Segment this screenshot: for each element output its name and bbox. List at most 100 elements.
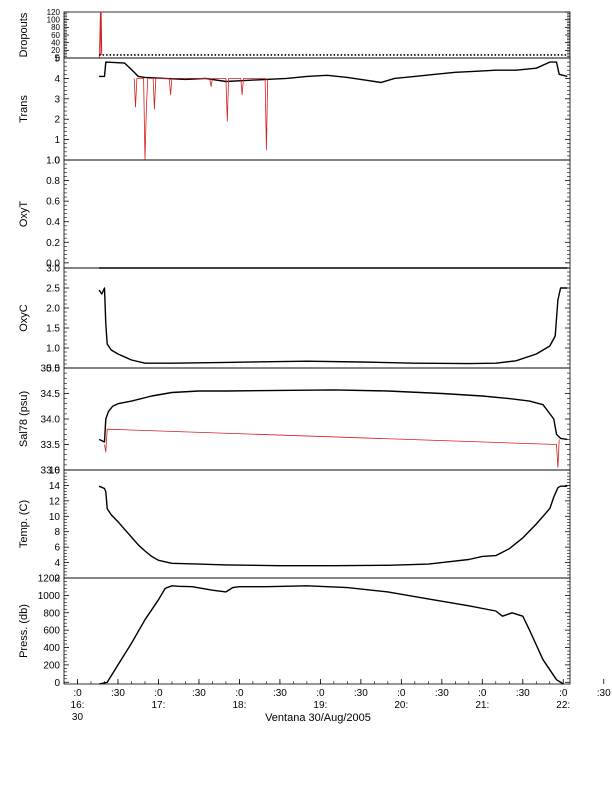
- x-tick-label: 21:: [475, 700, 489, 711]
- panel-frame-temp: [63, 469, 571, 579]
- x-tick-label: :0: [316, 688, 325, 699]
- panel-frame-press: [63, 577, 571, 685]
- panel-press: 0 200 400 600 800 1000 1200 Press. (db): [18, 574, 571, 689]
- y-axis-label-oxyc: OxyC: [18, 304, 30, 332]
- y-tick-label: 800: [43, 608, 60, 619]
- x-tick-label: :0: [73, 688, 82, 699]
- panel-sal78: 33.0 33.5 34.0 34.5 35.0 Sal78 (psu): [18, 364, 571, 477]
- panel-oxyc: 0.5 1.0 1.5 2.0 2.5 3.0 OxyC: [18, 264, 571, 375]
- y-tick-label: 5: [54, 54, 60, 65]
- y-tick-label: 16: [49, 466, 61, 477]
- x-tick-label: :0: [559, 688, 568, 699]
- x-tick-label: :0: [397, 688, 406, 699]
- y-tick-label: 120: [47, 8, 61, 17]
- x-tick-label: :30: [192, 688, 206, 699]
- series-press-main: [98, 585, 564, 685]
- y-tick-label: 1.5: [46, 324, 60, 335]
- x-tick-label: :30: [516, 688, 530, 699]
- y-tick-label: 20: [51, 46, 60, 55]
- y-tick-label: 35.0: [41, 364, 61, 375]
- y-tick-label: 100: [47, 15, 61, 24]
- x-tick-label: 19:: [313, 700, 327, 711]
- series-sal78-main: [98, 389, 568, 443]
- y-tick-label: 14: [49, 481, 61, 492]
- y-tick-label: 2.0: [46, 304, 60, 315]
- y-tick-label: 0.2: [46, 238, 60, 249]
- y-tick-label: 2: [54, 115, 60, 126]
- y-tick-label: 400: [43, 643, 60, 654]
- y-tick-label: 0: [54, 678, 60, 689]
- x-tick-label: 20:: [394, 700, 408, 711]
- y-tick-label: 2.5: [46, 284, 60, 295]
- series-trans-main: [99, 61, 568, 84]
- series-temp-main: [98, 485, 568, 567]
- y-axis-label-temp: Temp. (C): [18, 500, 30, 548]
- x-tick-label: 18:: [232, 700, 246, 711]
- x-tick-label: :0: [235, 688, 244, 699]
- y-tick-label: 34.5: [41, 389, 61, 400]
- x-tick-label: 30: [72, 712, 84, 723]
- y-tick-label: 1.0: [46, 156, 60, 167]
- y-tick-label: 0: [54, 156, 60, 167]
- y-tick-label: 1: [54, 135, 60, 146]
- y-tick-label: 10: [49, 512, 61, 523]
- y-tick-label: 6: [54, 543, 60, 554]
- series-sal78-raw: [104, 428, 560, 468]
- y-tick-label: 0.0: [46, 258, 60, 269]
- panel-frame-trans: [63, 57, 571, 161]
- y-tick-label: 33.0: [41, 466, 61, 477]
- chart-panels: 020406080100120Dropouts012345Trans0.00.2…: [18, 8, 571, 689]
- figure-caption: Ventana 30/Aug/2005: [265, 712, 371, 724]
- y-axis-label-sal78: Sal78 (psu): [18, 391, 30, 447]
- x-tick-label: :30: [354, 688, 368, 699]
- y-tick-label: 12: [49, 496, 61, 507]
- y-tick-label: 600: [43, 626, 60, 637]
- y-tick-label: 3: [54, 94, 60, 105]
- x-tick-label: :30: [435, 688, 449, 699]
- y-tick-label: 0.5: [46, 364, 60, 375]
- series-dropouts-raw: [98, 11, 103, 59]
- panel-temp: 2 4 6 8 10 12 14 16 Temp. (C): [18, 466, 571, 585]
- panel-oxyt: 0.0 0.2 0.4 0.6 0.8 1.0 OxyT: [18, 156, 571, 269]
- x-tick-label: :30: [111, 688, 125, 699]
- x-tick-label: 17:: [152, 700, 166, 711]
- y-tick-label: 1.0: [46, 344, 60, 355]
- y-axis-label-press: Press. (db): [18, 604, 30, 658]
- y-axis-label-dropouts: Dropouts: [18, 12, 30, 57]
- y-tick-label: 60: [51, 31, 60, 40]
- y-tick-label: 40: [51, 38, 60, 47]
- y-tick-label: 80: [51, 23, 60, 32]
- y-axis-label-trans: Trans: [18, 95, 30, 123]
- panel-trans: 0 1 2 3 4 5 Trans: [18, 54, 571, 167]
- y-tick-label: 1000: [38, 591, 61, 602]
- y-tick-label: 4: [54, 74, 60, 85]
- y-tick-label: 33.5: [41, 440, 61, 451]
- series-oxyc-main: [98, 287, 568, 365]
- y-tick-label: 200: [43, 660, 60, 671]
- y-tick-label: 0.6: [46, 197, 60, 208]
- x-tick-label: :0: [154, 688, 163, 699]
- y-tick-label: 3.0: [46, 264, 60, 275]
- y-tick-label: 2: [54, 574, 60, 585]
- y-tick-label: 1200: [38, 574, 61, 585]
- y-tick-label: 0.4: [46, 217, 60, 228]
- series-trans-raw: [133, 78, 269, 161]
- x-tick-label: :0: [478, 688, 487, 699]
- y-tick-label: 4: [54, 558, 60, 569]
- time-axis: :016:30:30:017::30:018::30:019::30:020::…: [63, 679, 611, 723]
- x-tick-label: :30: [273, 688, 287, 699]
- y-axis-label-oxyt: OxyT: [18, 201, 30, 228]
- x-tick-label: :30: [597, 688, 611, 699]
- panel-frame-sal78: [63, 367, 571, 471]
- y-tick-label: 34.0: [41, 415, 61, 426]
- y-tick-label: 8: [54, 527, 60, 538]
- y-tick-label: 0.8: [46, 176, 60, 187]
- panel-frame-oxyt: [63, 159, 571, 269]
- x-tick-label: 22:: [556, 700, 570, 711]
- x-tick-label: 16:: [71, 700, 85, 711]
- panel-frame-oxyc: [63, 267, 571, 369]
- y-tick-label: 0: [56, 54, 61, 63]
- panel-frame-dropouts: [63, 11, 571, 59]
